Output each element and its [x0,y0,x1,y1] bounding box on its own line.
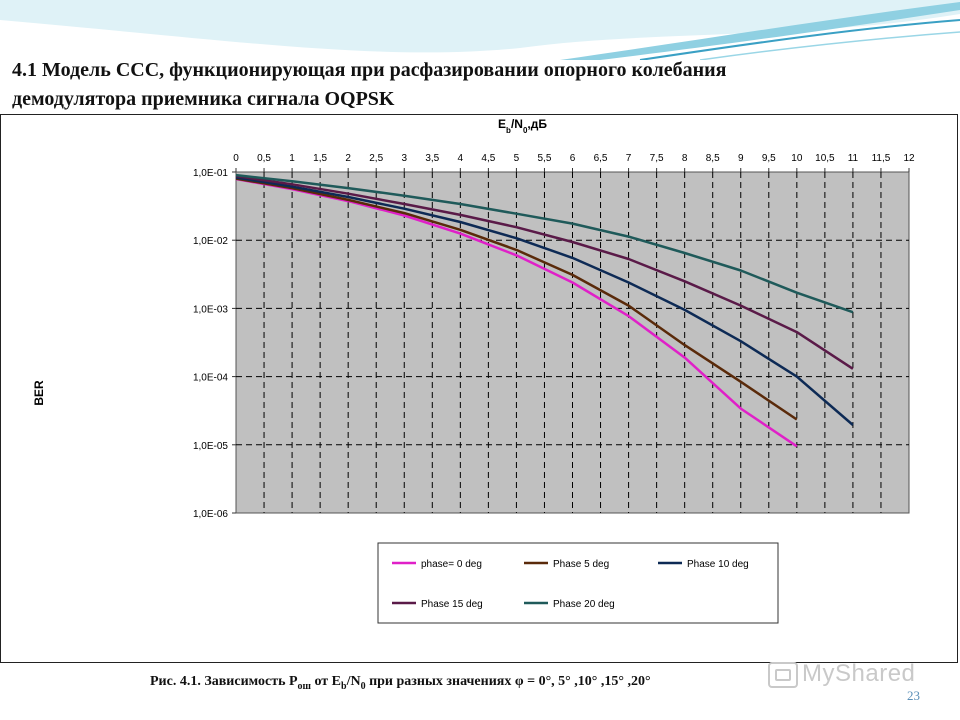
page-number: 23 [907,688,920,703]
y-tick-label: 1,0E-02 [193,236,228,247]
x-tick-label: 2 [345,153,351,164]
x-tick-label: 5 [514,153,520,164]
y-tick-label: 1,0E-06 [193,509,228,520]
x-tick-label: 5,5 [538,153,552,164]
x-tick-label: 1 [289,153,295,164]
legend-label: Phase 5 deg [553,559,609,570]
y-axis-title: BER [32,380,46,406]
caption-mid-2: /N [346,674,361,689]
caption-sub-p: ош [297,680,311,692]
x-tick-label: 9 [738,153,744,164]
y-tick-label: 1,0E-01 [193,168,228,179]
x-tick-label: 3 [401,153,407,164]
presentation-icon [768,661,798,688]
header-wave-light [0,0,960,53]
series-line [235,174,854,370]
y-tick-label: 1,0E-05 [193,441,228,452]
series-line [235,177,798,421]
x-tick-label: 6 [570,153,576,164]
x-tick-label: 3,5 [425,153,439,164]
legend-label: Phase 10 deg [687,559,749,570]
legend-label: Phase 15 deg [421,599,483,610]
x-tick-label: 1,5 [313,153,327,164]
legend-label: Phase 20 deg [553,599,615,610]
figure-caption: Рис. 4.1. Зависимость Pош от Eb/N0 при р… [150,674,910,692]
header-wave-decoration [0,0,960,60]
caption-sub-b: b [341,680,347,692]
x-tick-label: 10 [791,153,803,164]
x-tick-label: 4 [458,153,464,164]
caption-suffix: при разных значениях φ = 0°, 5° ,10° ,15… [365,674,651,689]
legend-label: phase= 0 deg [421,559,482,570]
legend-box [377,542,779,624]
caption-mid: от E [310,674,342,689]
chart-frame: 0 0,5 1 1,5 2 2,5 3 3,5 4 4,5 5 5,5 6 6,5 7 7,5 8 8,5 9 9,5… [0,114,958,663]
header-wave-mid [560,2,960,60]
series-line [235,176,854,426]
y-tick-label: 1,0E-04 [193,373,228,384]
watermark-text: MyShared [802,660,916,687]
x-tick-label: 9,5 [762,153,776,164]
y-tick-label: 1,0E-03 [193,304,228,315]
header-wave-line [639,19,960,60]
x-tick-label: 0,5 [257,153,271,164]
x-tick-label: 8,5 [706,153,720,164]
caption-sub-0: 0 [360,680,366,692]
x-tick-label: 8 [682,153,688,164]
slide-title: 4.1 Модель ССС, функционирующая при расф… [12,56,932,114]
slide-title-line-1: 4.1 Модель ССС, функционирующая при расф… [12,59,727,81]
x-tick-label: 2,5 [369,153,383,164]
ber-chart: 0 0,5 1 1,5 2 2,5 3 3,5 4 4,5 5 5,5 6 6,5 7 7,5 8 8,5 9 9,5… [32,117,915,624]
x-tick-label: 11,5 [872,153,891,164]
watermark-logo: MyShared [768,660,938,690]
x-tick-label: 6,5 [594,153,608,164]
x-tick-label: 7,5 [650,153,664,164]
x-tick-label: 7 [626,153,632,164]
x-tick-label: 11 [848,153,859,164]
x-tick-label: 10,5 [815,153,835,164]
caption-prefix: Рис. 4.1. Зависимость P [150,674,298,689]
x-axis-title: Eb/N0,дБ [498,117,547,135]
header-wave-line-2 [699,31,960,60]
slide-title-line-2: демодулятора приемника сигнала OQPSK [12,88,395,110]
x-tick-label: 4,5 [481,153,495,164]
series-line [235,173,854,314]
x-tick-label: 12 [903,153,915,164]
x-tick-label: 0 [233,153,239,164]
